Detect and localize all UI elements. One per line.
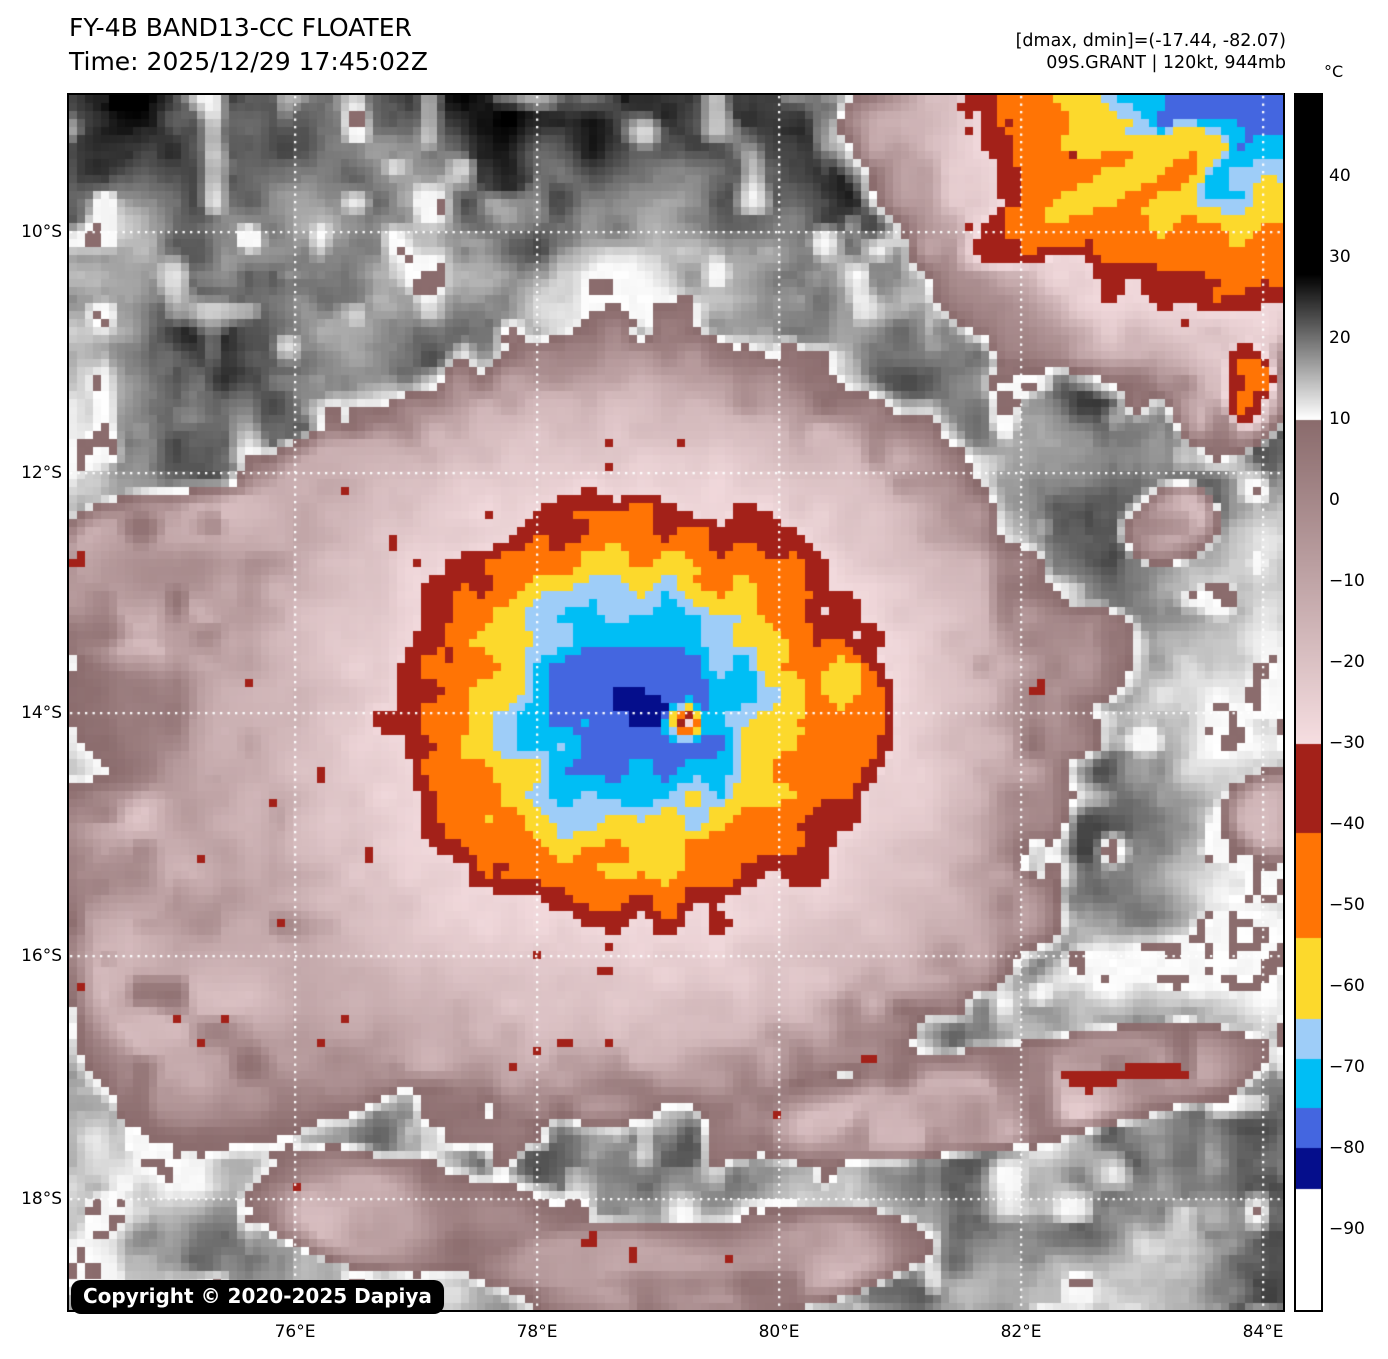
colorbar-tick-label: −40 [1329,814,1365,834]
satellite-map-canvas [69,95,1283,1310]
colorbar-unit-label: °C [1324,62,1344,81]
lat-tick-label: 12°S [21,463,62,483]
lon-tick-label: 80°E [758,1322,800,1342]
colorbar-tick-label: 30 [1329,247,1351,267]
colorbar-tick-label: 10 [1329,409,1351,429]
lat-tick-label: 10°S [21,222,62,242]
colorbar-tick-label: 40 [1329,166,1351,186]
colorbar-tick-label: −90 [1329,1219,1365,1239]
map-frame [67,93,1285,1312]
lat-tick-label: 18°S [21,1189,62,1209]
colorbar-canvas [1296,95,1321,1310]
colorbar-tick-label: −30 [1329,733,1365,753]
product-title: FY-4B BAND13-CC FLOATER [69,13,412,42]
lat-tick-label: 14°S [21,703,62,723]
timestamp: Time: 2025/12/29 17:45:02Z [69,47,428,76]
colorbar-tick-label: −50 [1329,895,1365,915]
colorbar-tick-label: 20 [1329,328,1351,348]
lon-tick-label: 78°E [516,1322,558,1342]
title-block: FY-4B BAND13-CC FLOATER Time: 2025/12/29… [69,11,428,79]
copyright-badge: Copyright © 2020-2025 Dapiya [71,1280,444,1314]
lon-tick-label: 82°E [1000,1322,1042,1342]
lat-tick-label: 16°S [21,946,62,966]
storm-annotation: 09S.GRANT | 120kt, 944mb [1046,53,1286,73]
colorbar-tick-label: −10 [1329,571,1365,591]
colorbar-tick-label: −20 [1329,652,1365,672]
lon-tick-label: 84°E [1242,1322,1284,1342]
colorbar-tick-label: 0 [1329,490,1340,510]
lon-tick-label: 76°E [274,1322,316,1342]
colorbar-tick-label: −80 [1329,1138,1365,1158]
dmax-dmin-annotation: [dmax, dmin]=(-17.44, -82.07) [1015,31,1286,51]
colorbar [1294,93,1323,1312]
annotation-block: [dmax, dmin]=(-17.44, -82.07) 09S.GRANT … [790,30,1286,74]
colorbar-tick-label: −70 [1329,1057,1365,1077]
colorbar-tick-label: −60 [1329,976,1365,996]
